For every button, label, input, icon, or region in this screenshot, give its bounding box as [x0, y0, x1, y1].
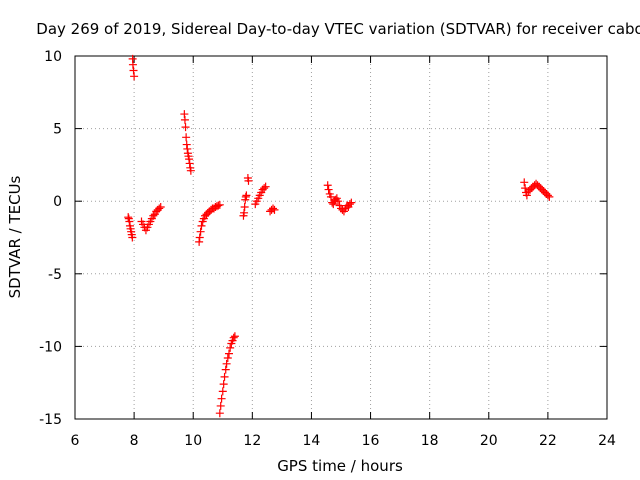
axis-ticks: [74, 55, 608, 420]
data-point: [222, 359, 231, 368]
data-point: [324, 185, 333, 194]
grid-lines: [75, 56, 607, 419]
data-point: [520, 178, 529, 187]
data-point: [522, 191, 531, 200]
x-tick-label: 12: [243, 433, 261, 449]
x-tick-labels: 6 8 10 12 14 16 18 20 22 24: [71, 433, 616, 449]
y-axis-label: SDTVAR / TECUs: [6, 175, 24, 298]
data-point: [323, 181, 332, 190]
data-point: [347, 198, 356, 207]
data-point: [217, 394, 226, 403]
data-point: [269, 204, 278, 213]
data-point: [221, 365, 230, 374]
x-tick-label: 8: [130, 433, 139, 449]
data-point: [186, 166, 195, 175]
data-point: [223, 354, 232, 363]
x-tick-label: 16: [362, 433, 380, 449]
x-tick-label: 20: [480, 433, 498, 449]
y-tick-label: -15: [39, 412, 62, 428]
data-point: [543, 191, 552, 200]
data-point: [181, 123, 190, 132]
data-point: [240, 203, 249, 212]
y-tick-label: -10: [39, 339, 62, 355]
data-point: [260, 184, 269, 193]
y-tick-labels: -15 -10 -5 0 5 10: [39, 49, 62, 428]
data-point: [195, 233, 204, 242]
data-point: [226, 343, 235, 352]
x-tick-label: 10: [184, 433, 202, 449]
data-point: [215, 200, 224, 209]
data-point: [196, 227, 205, 236]
data-point: [149, 211, 158, 220]
data-point: [242, 191, 251, 200]
data-point: [214, 201, 223, 210]
data-point: [182, 133, 191, 142]
data-point: [130, 72, 139, 81]
data-point: [180, 115, 189, 124]
x-tick-label: 22: [539, 433, 557, 449]
y-tick-label: -5: [48, 267, 62, 283]
data-point: [216, 401, 225, 410]
data-point: [545, 192, 554, 201]
y-tick-label: 5: [53, 122, 62, 138]
y-tick-label: 0: [53, 194, 62, 210]
data-point: [345, 200, 354, 209]
data-point: [220, 372, 229, 381]
data-points: [124, 54, 554, 418]
data-point: [218, 387, 227, 396]
data-point: [219, 380, 228, 389]
plot-frame: [74, 55, 608, 420]
data-point: [229, 333, 238, 342]
data-point: [326, 192, 335, 201]
data-point: [230, 332, 239, 341]
data-point: [244, 176, 253, 185]
data-point: [215, 409, 224, 418]
x-tick-label: 18: [421, 433, 439, 449]
data-point: [128, 233, 137, 242]
data-point: [334, 197, 343, 206]
x-tick-label: 6: [71, 433, 80, 449]
x-tick-label: 14: [303, 433, 321, 449]
x-tick-label: 24: [598, 433, 616, 449]
chart-title: Day 269 of 2019, Sidereal Day-to-day VTE…: [36, 20, 640, 38]
data-point: [197, 221, 206, 230]
data-point: [155, 204, 164, 213]
data-point: [270, 205, 279, 214]
data-point: [261, 182, 270, 191]
y-tick-label: 10: [44, 49, 62, 65]
data-point: [156, 203, 165, 212]
data-point: [224, 349, 233, 358]
x-axis-label: GPS time / hours: [277, 457, 403, 475]
